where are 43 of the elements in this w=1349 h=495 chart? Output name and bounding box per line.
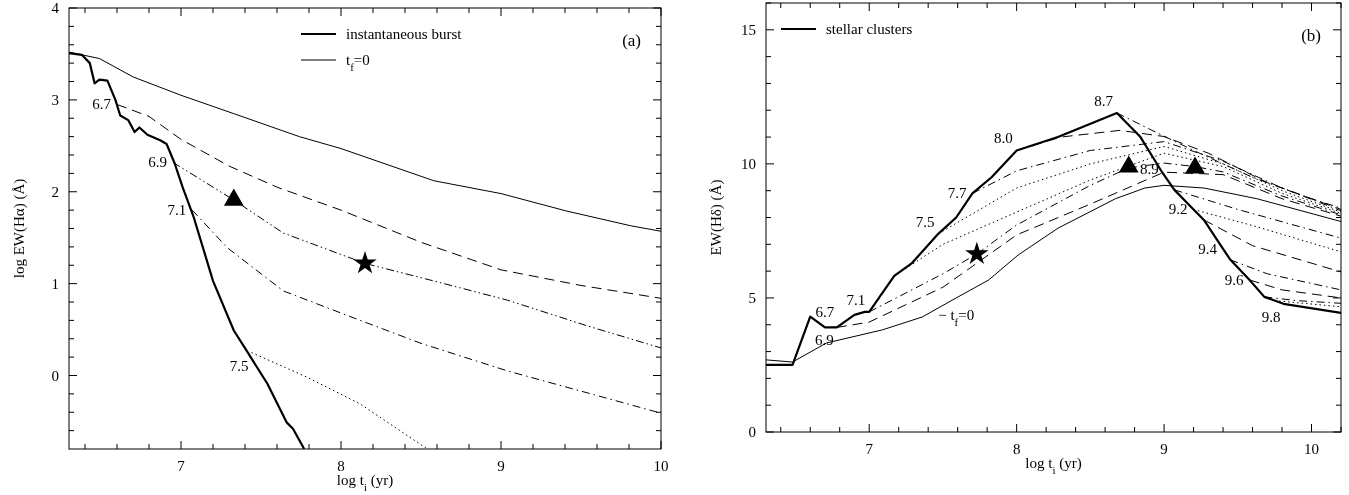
x-tick-label: 9 bbox=[497, 458, 505, 474]
annotation: 8.7 bbox=[1094, 92, 1114, 109]
x-tick-label: 10 bbox=[653, 458, 669, 474]
y-tick-label: 1 bbox=[51, 275, 59, 292]
text: (a) bbox=[622, 31, 641, 50]
y-tick-label: 5 bbox=[748, 289, 756, 306]
annotation: 6.9 bbox=[815, 332, 834, 349]
y-tick-label: 0 bbox=[51, 367, 59, 384]
x-tick-label: 9 bbox=[1160, 441, 1168, 457]
y-tick-label: 0 bbox=[748, 424, 756, 440]
annotation: 9.6 bbox=[1224, 271, 1245, 288]
legend-label: stellar clusters bbox=[826, 21, 913, 37]
y-axis-title: EW(Hδ) (Å) bbox=[708, 179, 725, 256]
annotation: 7.5 bbox=[229, 357, 249, 374]
annotation: 7.7 bbox=[947, 185, 967, 202]
x-axis-title: log t$_{i}$ (yr) bbox=[1025, 455, 1082, 476]
x-tick-label: 8 bbox=[337, 458, 345, 474]
legend-label: instantaneous burst bbox=[346, 26, 463, 42]
text: (b) bbox=[1301, 26, 1321, 45]
y-tick-label: 10 bbox=[741, 155, 756, 172]
x-axis-title: log t$_{i}$ (yr) bbox=[336, 472, 394, 493]
annotation: 7.1 bbox=[167, 202, 187, 219]
annotation: − t$_{f}$=0 bbox=[938, 306, 975, 328]
x-tick-label: 10 bbox=[1304, 441, 1320, 457]
annotation: 6.9 bbox=[148, 154, 167, 171]
y-tick-label: 2 bbox=[51, 183, 59, 200]
x-tick-label: 8 bbox=[1012, 441, 1021, 457]
x-tick-label: 7 bbox=[865, 441, 874, 457]
annotation: 7.5 bbox=[915, 213, 935, 230]
annotation: 7.1 bbox=[846, 291, 866, 308]
annotation: 6.7 bbox=[815, 304, 835, 321]
annotation: 8.9 bbox=[1139, 160, 1159, 177]
annotation: 6.7 bbox=[92, 96, 112, 113]
annotation: 9.2 bbox=[1168, 201, 1188, 218]
annotation: 9.4 bbox=[1198, 240, 1218, 257]
y-tick-label: 4 bbox=[51, 0, 60, 16]
y-tick-label: 15 bbox=[741, 21, 756, 38]
annotation: 8.0 bbox=[993, 130, 1013, 147]
y-axis-title: log EW(Hα) (Å) bbox=[11, 178, 28, 279]
annotation: 9.8 bbox=[1261, 308, 1281, 325]
y-tick-label: 3 bbox=[51, 91, 59, 108]
legend-label: t$_{f}$=0 bbox=[346, 52, 370, 73]
x-tick-label: 7 bbox=[177, 458, 186, 474]
